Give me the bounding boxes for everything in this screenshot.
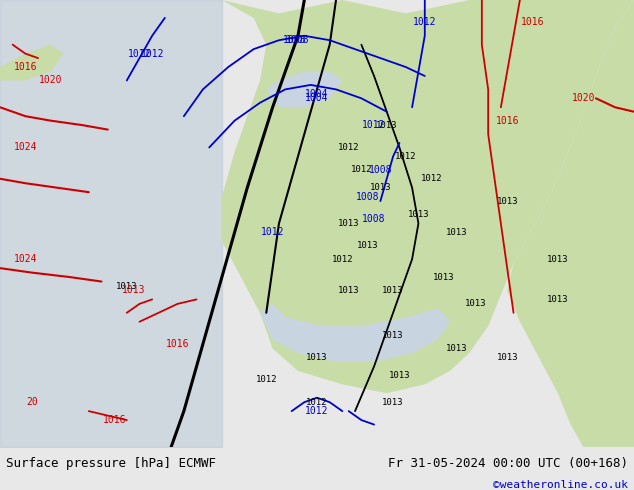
Text: 1013: 1013 [376, 121, 398, 130]
Text: 1016: 1016 [521, 17, 545, 27]
Text: 1013: 1013 [389, 371, 410, 380]
Text: 1012: 1012 [395, 152, 417, 161]
Text: Surface pressure [hPa] ECMWF: Surface pressure [hPa] ECMWF [6, 457, 216, 470]
Text: 1016: 1016 [165, 339, 190, 349]
Text: 1012: 1012 [127, 49, 152, 59]
Text: 1012: 1012 [261, 227, 285, 237]
Text: 1012: 1012 [140, 49, 164, 59]
Text: 1008: 1008 [283, 35, 307, 45]
Text: 1016: 1016 [13, 62, 37, 72]
Text: Fr 31-05-2024 00:00 UTC (00+168): Fr 31-05-2024 00:00 UTC (00+168) [387, 457, 628, 470]
Text: 1013: 1013 [338, 219, 359, 228]
Text: 1013: 1013 [382, 331, 404, 340]
Polygon shape [222, 0, 634, 393]
Polygon shape [266, 72, 342, 107]
Text: 1012: 1012 [332, 255, 353, 264]
Text: 1020: 1020 [39, 75, 63, 85]
Text: 1013: 1013 [382, 398, 404, 407]
Text: 1016: 1016 [102, 415, 126, 425]
Text: 1013: 1013 [116, 281, 138, 291]
Text: 1013: 1013 [547, 255, 569, 264]
Text: 1013: 1013 [370, 183, 391, 192]
Text: 1013: 1013 [121, 286, 145, 295]
Text: 1013: 1013 [382, 286, 404, 295]
Text: 1012: 1012 [256, 375, 277, 384]
Text: 1012: 1012 [351, 165, 372, 174]
Text: 1012: 1012 [413, 17, 437, 27]
Text: 1013: 1013 [408, 210, 429, 219]
Text: 1008: 1008 [286, 35, 310, 45]
Text: 1013: 1013 [433, 272, 455, 282]
Text: 1008: 1008 [368, 165, 392, 175]
Text: 1012: 1012 [338, 143, 359, 152]
Polygon shape [507, 0, 634, 447]
Polygon shape [0, 45, 63, 80]
Text: 1013: 1013 [446, 344, 467, 353]
Text: 1024: 1024 [13, 143, 37, 152]
Text: 1012: 1012 [420, 174, 442, 183]
Text: 1004: 1004 [305, 89, 329, 99]
Text: 1013: 1013 [338, 286, 359, 295]
Text: 20: 20 [26, 397, 37, 407]
Text: 1012: 1012 [362, 120, 386, 130]
Text: 1016: 1016 [495, 116, 519, 125]
Text: 1013: 1013 [357, 241, 378, 250]
Text: 1012: 1012 [305, 406, 329, 416]
Text: 1013: 1013 [496, 353, 518, 362]
Text: 1020: 1020 [571, 93, 595, 103]
Text: 1012: 1012 [306, 398, 328, 407]
Text: 1008: 1008 [356, 192, 380, 201]
Text: 1013: 1013 [496, 196, 518, 206]
Text: 1013: 1013 [465, 299, 486, 308]
Text: 1024: 1024 [13, 254, 37, 264]
Text: 1013: 1013 [547, 295, 569, 304]
Text: 1004: 1004 [305, 93, 329, 103]
Text: 1008: 1008 [362, 214, 386, 224]
Text: 1013: 1013 [446, 228, 467, 237]
Polygon shape [260, 304, 450, 362]
Text: ©weatheronline.co.uk: ©weatheronline.co.uk [493, 480, 628, 490]
Text: 1013: 1013 [306, 353, 328, 362]
